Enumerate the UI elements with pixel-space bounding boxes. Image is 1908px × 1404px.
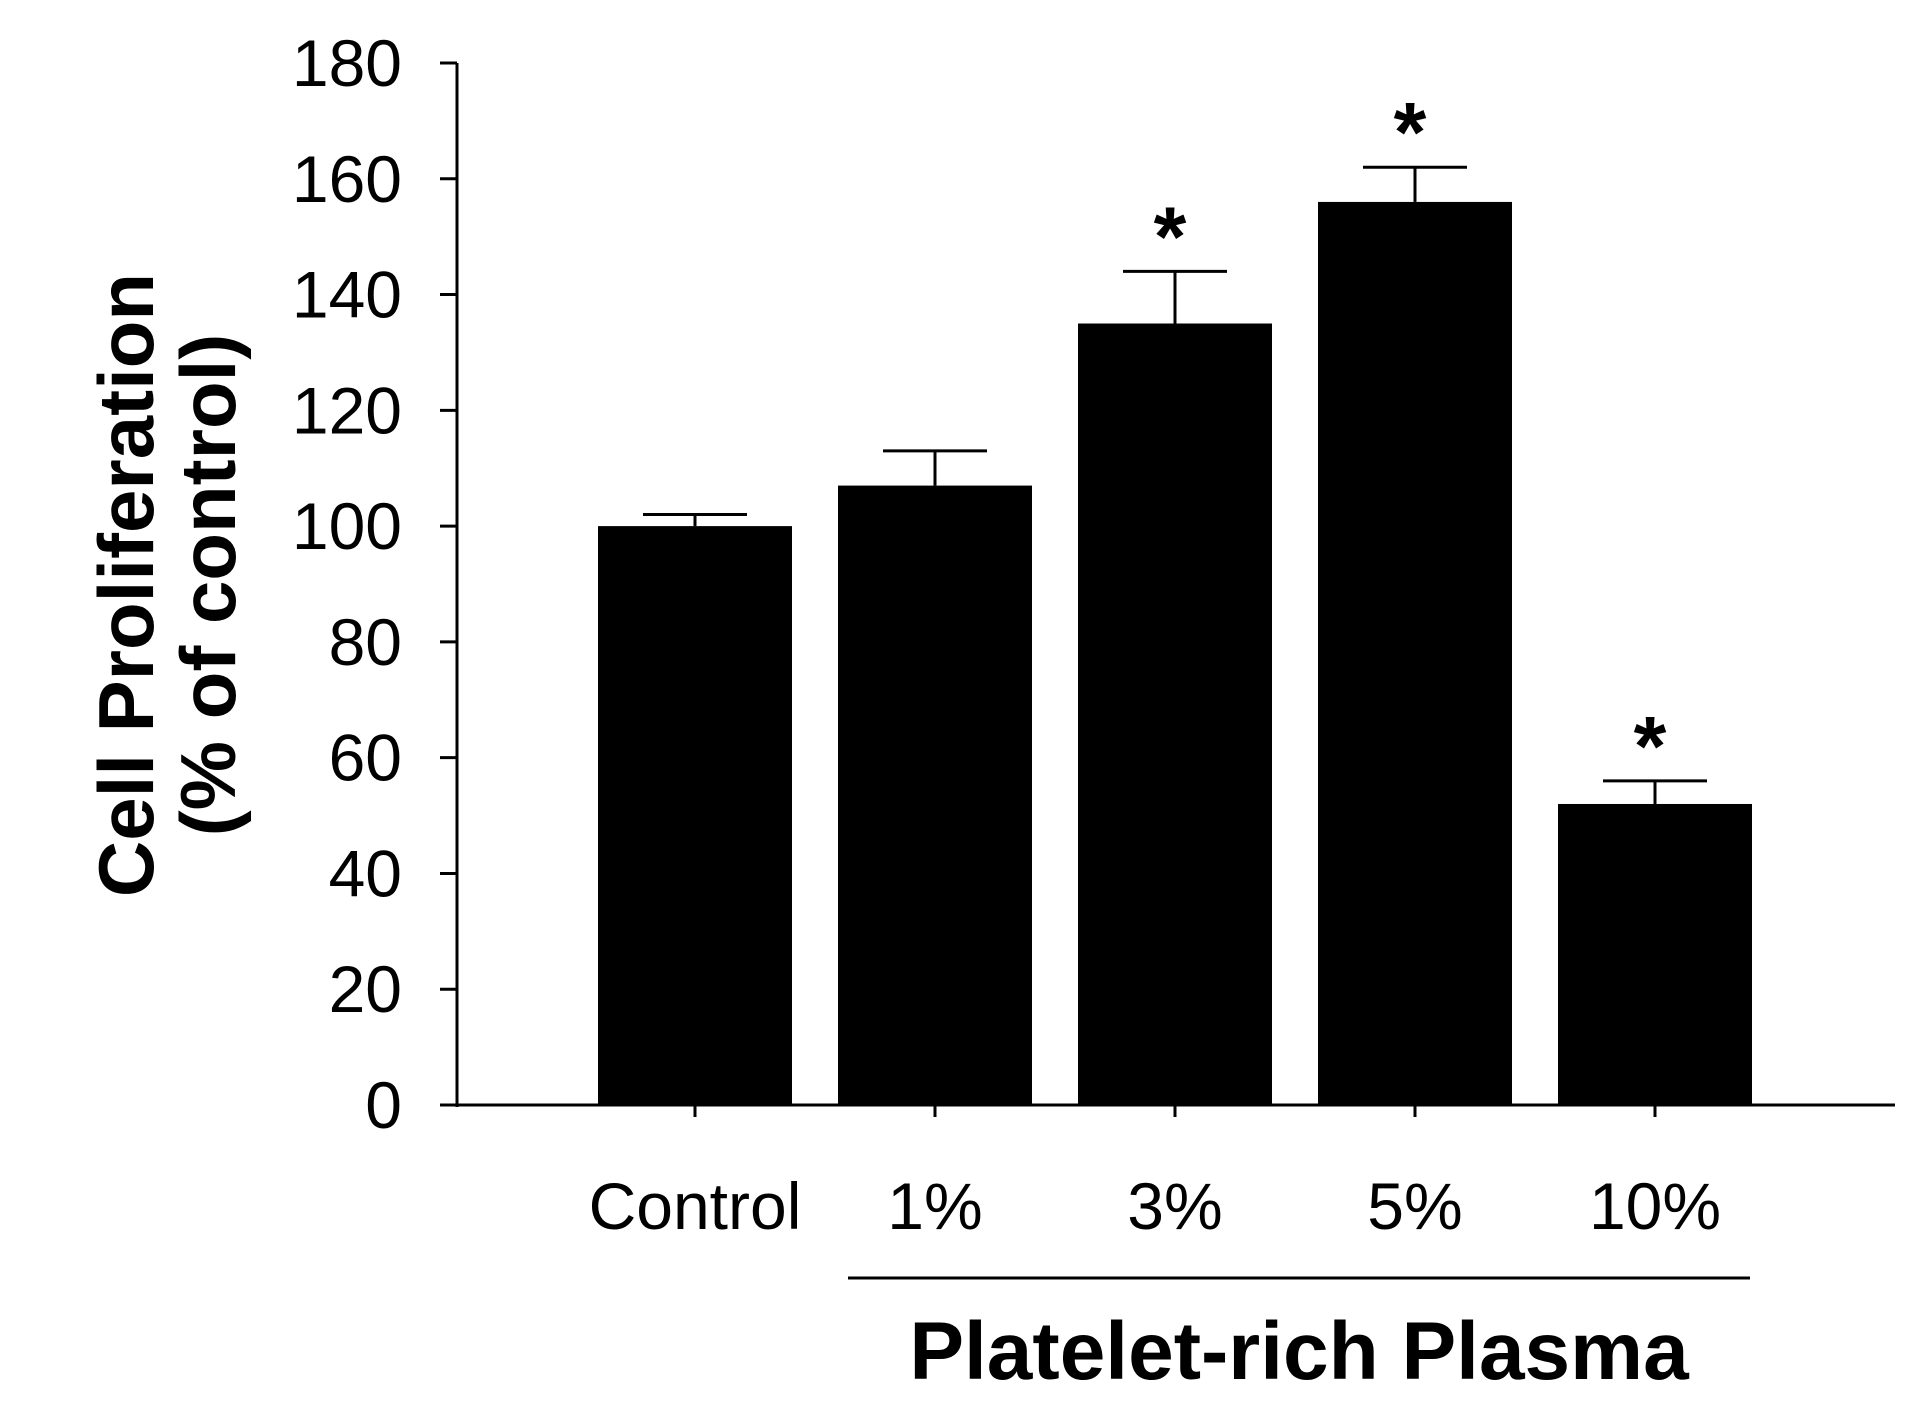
y-axis-title: Cell Proliferation (% of control): [82, 273, 252, 897]
significance-mark-4: *: [1634, 699, 1667, 793]
x-tick-label-4: 10%: [1589, 1169, 1721, 1243]
y-axis-title-line2: (% of control): [164, 334, 252, 837]
error-bars-group: [643, 165, 1707, 804]
x-tick-label-2: 3%: [1127, 1169, 1222, 1243]
bar-0: [598, 526, 792, 1105]
y-ticks-group: 0 20 40 60 80 100 120 140 160 180: [292, 26, 457, 1142]
bar-2: [1078, 323, 1272, 1105]
bar-3: [1318, 201, 1512, 1105]
y-tick-label-8: 160: [292, 142, 402, 216]
x-ticks-group: Control 1% 3% 5% 10%: [589, 1105, 1721, 1243]
significance-mark-3: *: [1394, 85, 1427, 179]
y-tick-label-1: 20: [329, 952, 402, 1026]
group-title: Platelet-rich Plasma: [909, 1306, 1690, 1397]
y-tick-label-7: 140: [292, 258, 402, 332]
y-tick-label-4: 80: [329, 605, 402, 679]
x-tick-label-3: 5%: [1367, 1169, 1462, 1243]
significance-marks-group: * * *: [1154, 85, 1667, 793]
y-tick-label-5: 100: [292, 489, 402, 563]
bar-4: [1558, 803, 1752, 1105]
x-tick-label-1: 1%: [887, 1169, 982, 1243]
bar-1: [838, 485, 1032, 1106]
y-tick-label-2: 40: [329, 836, 402, 910]
y-axis-title-line1: Cell Proliferation: [82, 273, 170, 897]
y-tick-label-3: 60: [329, 721, 402, 795]
x-tick-label-0: Control: [589, 1169, 802, 1243]
y-tick-label-6: 120: [292, 373, 402, 447]
bars-group: [598, 201, 1752, 1106]
y-tick-label-9: 180: [292, 26, 402, 100]
y-tick-label-0: 0: [365, 1068, 402, 1142]
significance-mark-2: *: [1154, 189, 1187, 283]
